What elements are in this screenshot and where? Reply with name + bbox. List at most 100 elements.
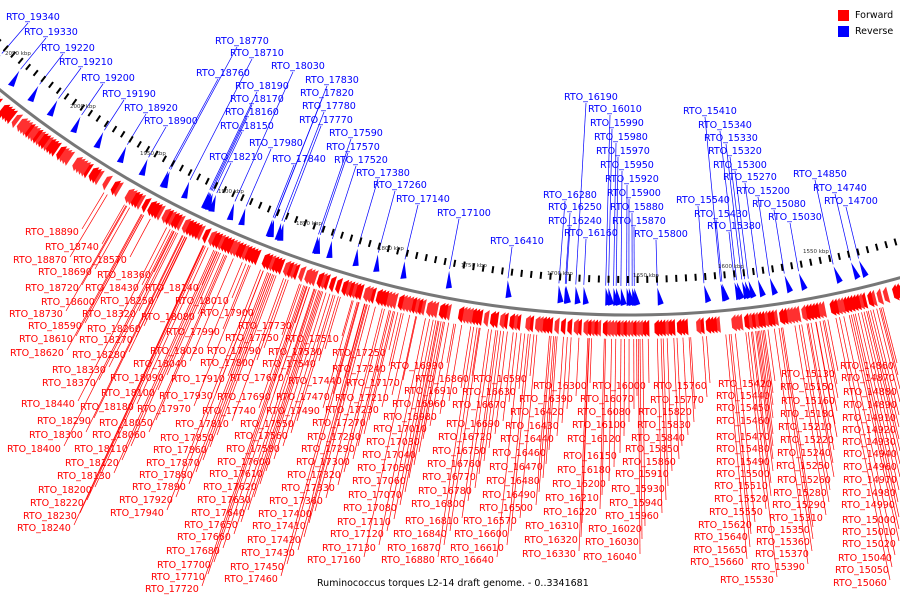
forward-gene-label[interactable]: RTO_18730 bbox=[9, 309, 63, 320]
forward-gene-label[interactable]: RTO_16980 bbox=[383, 412, 437, 423]
forward-gene-label[interactable]: RTO_15850 bbox=[625, 444, 679, 455]
forward-gene-label[interactable]: RTO_16440 bbox=[500, 434, 554, 445]
forward-gene-label[interactable]: RTO_15660 bbox=[690, 557, 744, 568]
forward-gene-label[interactable]: RTO_17900 bbox=[200, 308, 254, 319]
forward-gene-label[interactable]: RTO_15370 bbox=[755, 549, 809, 560]
forward-gene-label[interactable]: RTO_16430 bbox=[505, 421, 559, 432]
forward-gene-label[interactable]: RTO_16810 bbox=[405, 516, 459, 527]
forward-gene-label[interactable]: RTO_14870 bbox=[841, 373, 895, 384]
reverse-gene-label[interactable]: RTO_16410 bbox=[490, 236, 544, 247]
forward-gene-label[interactable]: RTO_18050 bbox=[99, 418, 153, 429]
forward-gene-label[interactable]: RTO_14910 bbox=[842, 413, 896, 424]
reverse-gene-label[interactable]: RTO_18030 bbox=[271, 61, 325, 72]
forward-gene-label[interactable]: RTO_16470 bbox=[489, 462, 543, 473]
forward-gene-label[interactable]: RTO_17670 bbox=[230, 373, 284, 384]
reverse-gene-label[interactable]: RTO_15340 bbox=[698, 120, 752, 131]
forward-gene-label[interactable]: RTO_15550 bbox=[709, 507, 763, 518]
reverse-gene-label[interactable]: RTO_17840 bbox=[272, 154, 326, 165]
forward-gene-label[interactable]: RTO_16590 bbox=[473, 374, 527, 385]
forward-gene-label[interactable]: RTO_18440 bbox=[21, 399, 75, 410]
reverse-gene-label[interactable]: RTO_15950 bbox=[600, 160, 654, 171]
forward-gene-label[interactable]: RTO_17630 bbox=[197, 495, 251, 506]
forward-gene-label[interactable]: RTO_17560 bbox=[234, 431, 288, 442]
forward-gene-label[interactable]: RTO_18300 bbox=[29, 430, 83, 441]
reverse-gene-label[interactable]: RTO_15430 bbox=[694, 209, 748, 220]
forward-gene-label[interactable]: RTO_15480 bbox=[716, 444, 770, 455]
forward-gene-label[interactable]: RTO_17490 bbox=[266, 406, 320, 417]
reverse-gene-label[interactable]: RTO_16280 bbox=[543, 190, 597, 201]
forward-gene-label[interactable]: RTO_16210 bbox=[545, 493, 599, 504]
forward-gene-label[interactable]: RTO_17030 bbox=[366, 437, 420, 448]
forward-gene-label[interactable]: RTO_17070 bbox=[348, 490, 402, 501]
forward-gene-label[interactable]: RTO_17300 bbox=[296, 457, 350, 468]
forward-gene-label[interactable]: RTO_18180 bbox=[80, 402, 134, 413]
forward-gene-label[interactable]: RTO_15640 bbox=[694, 532, 748, 543]
forward-gene-label[interactable]: RTO_16420 bbox=[510, 407, 564, 418]
forward-gene-label[interactable]: RTO_17930 bbox=[159, 391, 213, 402]
forward-gene-label[interactable]: RTO_17530 bbox=[268, 347, 322, 358]
forward-gene-label[interactable]: RTO_17290 bbox=[301, 444, 355, 455]
forward-gene-label[interactable]: RTO_16910 bbox=[404, 386, 458, 397]
forward-gene-label[interactable]: RTO_15510 bbox=[714, 481, 768, 492]
forward-gene-label[interactable]: RTO_16220 bbox=[543, 507, 597, 518]
forward-gene-label[interactable]: RTO_17060 bbox=[352, 476, 406, 487]
forward-gene-label[interactable]: RTO_16490 bbox=[482, 490, 536, 501]
reverse-gene-label[interactable]: RTO_18150 bbox=[220, 121, 274, 132]
forward-gene-label[interactable]: RTO_18090 bbox=[110, 373, 164, 384]
forward-gene-label[interactable]: RTO_15520 bbox=[714, 494, 768, 505]
forward-gene-label[interactable]: RTO_18740 bbox=[45, 242, 99, 253]
forward-gene-label[interactable]: RTO_17160 bbox=[307, 555, 361, 566]
forward-gene-label[interactable]: RTO_15310 bbox=[769, 513, 823, 524]
forward-gene-label[interactable]: RTO_18600 bbox=[41, 297, 95, 308]
reverse-gene-label[interactable]: RTO_14850 bbox=[793, 169, 847, 180]
reverse-gene-label[interactable]: RTO_15380 bbox=[707, 221, 761, 232]
reverse-gene-label[interactable]: RTO_15320 bbox=[708, 146, 762, 157]
reverse-gene-label[interactable]: RTO_19340 bbox=[6, 12, 60, 23]
reverse-gene-label[interactable]: RTO_18210 bbox=[209, 152, 263, 163]
forward-gene-label[interactable]: RTO_16000 bbox=[592, 381, 646, 392]
forward-gene-label[interactable]: RTO_14940 bbox=[843, 449, 897, 460]
forward-gene-label[interactable]: RTO_18020 bbox=[150, 346, 204, 357]
forward-gene-label[interactable]: RTO_17860 bbox=[153, 445, 207, 456]
forward-gene-label[interactable]: RTO_16480 bbox=[486, 476, 540, 487]
forward-gene-label[interactable]: RTO_17610 bbox=[209, 469, 263, 480]
forward-gene-label[interactable]: RTO_17450 bbox=[230, 562, 284, 573]
forward-gene-label[interactable]: RTO_15420 bbox=[718, 379, 772, 390]
forward-gene-label[interactable]: RTO_14920 bbox=[842, 425, 896, 436]
reverse-gene-label[interactable]: RTO_17570 bbox=[326, 142, 380, 153]
reverse-gene-label[interactable]: RTO_17100 bbox=[437, 208, 491, 219]
forward-gene-label[interactable]: RTO_18010 bbox=[175, 296, 229, 307]
forward-gene-label[interactable]: RTO_15500 bbox=[716, 469, 770, 480]
forward-gene-label[interactable]: RTO_15910 bbox=[615, 469, 669, 480]
forward-gene-label[interactable]: RTO_17680 bbox=[166, 546, 220, 557]
forward-gene-label[interactable]: RTO_17620 bbox=[203, 482, 257, 493]
forward-gene-label[interactable]: RTO_17920 bbox=[119, 495, 173, 506]
forward-gene-label[interactable]: RTO_16200 bbox=[552, 479, 606, 490]
forward-gene-label[interactable]: RTO_15280 bbox=[773, 488, 827, 499]
forward-gene-label[interactable]: RTO_16860 bbox=[415, 374, 469, 385]
forward-gene-label[interactable]: RTO_15290 bbox=[772, 500, 826, 511]
forward-gene-label[interactable]: RTO_18130 bbox=[57, 471, 111, 482]
forward-gene-label[interactable]: RTO_17080 bbox=[343, 503, 397, 514]
forward-gene-label[interactable]: RTO_17990 bbox=[166, 327, 220, 338]
reverse-gene-label[interactable]: RTO_19330 bbox=[24, 27, 78, 38]
forward-gene-label[interactable]: RTO_14880 bbox=[843, 387, 897, 398]
forward-gene-label[interactable]: RTO_16800 bbox=[411, 499, 465, 510]
forward-gene-label[interactable]: RTO_15350 bbox=[756, 525, 810, 536]
forward-gene-label[interactable]: RTO_16960 bbox=[392, 399, 446, 410]
forward-gene-label[interactable]: RTO_17650 bbox=[184, 520, 238, 531]
forward-gene-label[interactable]: RTO_17250 bbox=[332, 348, 386, 359]
forward-gene-label[interactable]: RTO_17870 bbox=[146, 458, 200, 469]
forward-gene-label[interactable]: RTO_17580 bbox=[226, 444, 280, 455]
forward-gene-label[interactable]: RTO_18270 bbox=[79, 335, 133, 346]
forward-gene-label[interactable]: RTO_17890 bbox=[132, 482, 186, 493]
forward-gene-label[interactable]: RTO_18360 bbox=[97, 270, 151, 281]
forward-gene-label[interactable]: RTO_17040 bbox=[362, 450, 416, 461]
forward-gene-label[interactable]: RTO_16460 bbox=[492, 448, 546, 459]
forward-gene-label[interactable]: RTO_15770 bbox=[650, 395, 704, 406]
forward-gene-label[interactable]: RTO_16020 bbox=[588, 524, 642, 535]
forward-gene-label[interactable]: RTO_18080 bbox=[141, 312, 195, 323]
forward-gene-label[interactable]: RTO_18610 bbox=[19, 334, 73, 345]
forward-gene-label[interactable]: RTO_15060 bbox=[833, 578, 887, 589]
forward-gene-label[interactable]: RTO_17130 bbox=[322, 543, 376, 554]
